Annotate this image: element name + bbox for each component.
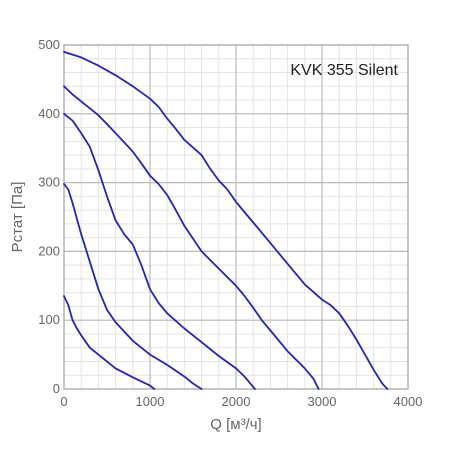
x-axis-title: Q [м³/ч] bbox=[210, 416, 261, 433]
x-tick-label: 4000 bbox=[394, 394, 423, 409]
y-tick-label: 200 bbox=[38, 243, 60, 258]
x-tick-label: 3000 bbox=[308, 394, 337, 409]
y-tick-label: 400 bbox=[38, 106, 60, 121]
fan-curve-1 bbox=[63, 51, 389, 390]
plot-frame bbox=[63, 44, 409, 390]
y-tick-label: 0 bbox=[53, 381, 60, 396]
y-tick-label: 300 bbox=[38, 175, 60, 190]
y-tick-label: 100 bbox=[38, 312, 60, 327]
x-tick-label: 1000 bbox=[136, 394, 165, 409]
y-axis-ticks: 0 100 200 300 400 500 bbox=[38, 37, 60, 396]
y-axis-title: Pстат [Па] bbox=[9, 182, 26, 253]
fan-curve-4 bbox=[63, 183, 203, 390]
fan-curve-2 bbox=[63, 85, 320, 390]
y-tick-label: 500 bbox=[38, 37, 60, 52]
fan-curve-3 bbox=[63, 112, 256, 390]
x-tick-label: 2000 bbox=[222, 394, 251, 409]
x-axis-ticks: 0 1000 2000 3000 4000 bbox=[60, 394, 422, 409]
fan-curve-5 bbox=[63, 295, 156, 390]
x-tick-label: 0 bbox=[60, 394, 67, 409]
chart-title: KVK 355 Silent bbox=[290, 62, 398, 79]
curves-layer bbox=[63, 51, 389, 390]
